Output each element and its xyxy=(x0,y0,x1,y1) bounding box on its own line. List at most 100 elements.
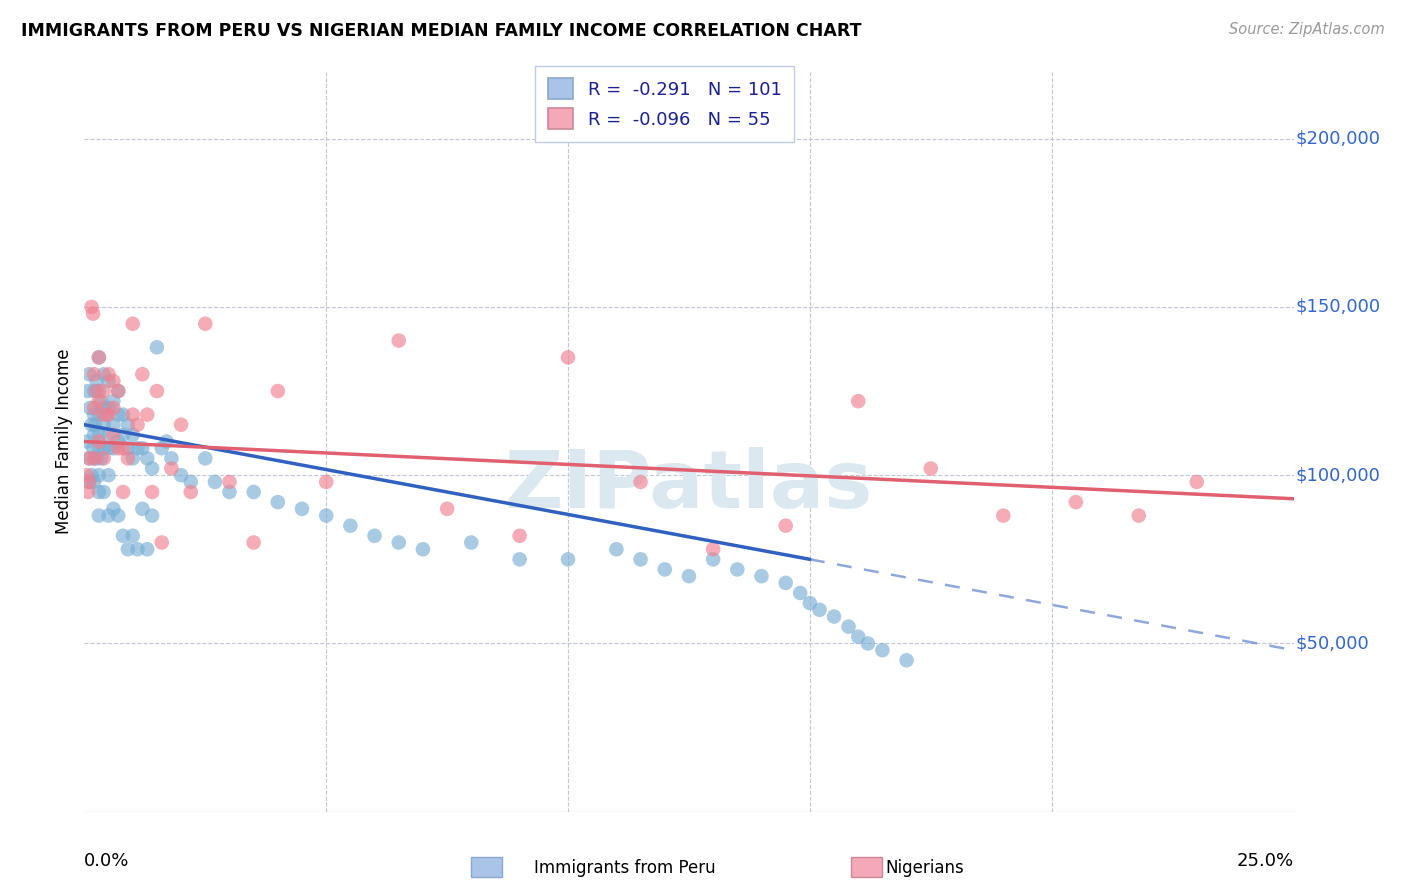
Point xyxy=(97,374,120,388)
Point xyxy=(725,562,748,576)
Point xyxy=(93,417,115,432)
Point xyxy=(808,603,831,617)
Point xyxy=(339,518,361,533)
Point xyxy=(87,351,110,365)
Point xyxy=(872,643,894,657)
Point xyxy=(131,442,153,456)
Point xyxy=(170,417,193,432)
Point xyxy=(702,542,724,557)
Point xyxy=(242,485,264,500)
Point xyxy=(103,417,125,432)
Point xyxy=(605,542,627,557)
Point xyxy=(160,451,183,466)
Point xyxy=(112,427,135,442)
Point xyxy=(121,408,143,422)
Point xyxy=(93,401,115,415)
Point xyxy=(87,485,110,500)
Point xyxy=(97,442,120,456)
Point xyxy=(87,384,110,398)
Point xyxy=(83,401,105,415)
Point xyxy=(82,442,104,456)
Point xyxy=(678,569,700,583)
Point xyxy=(509,529,531,543)
Point xyxy=(93,408,115,422)
Point xyxy=(150,535,173,549)
Point xyxy=(150,442,173,456)
Text: $100,000: $100,000 xyxy=(1296,467,1381,484)
Point xyxy=(218,485,240,500)
Point xyxy=(84,417,107,432)
Text: ZIPatlas: ZIPatlas xyxy=(505,447,873,525)
Point xyxy=(751,569,773,583)
Point xyxy=(83,451,105,466)
Point xyxy=(97,468,120,483)
Point xyxy=(775,575,797,590)
Point xyxy=(136,408,159,422)
Point xyxy=(80,300,103,314)
Point xyxy=(291,501,314,516)
Point xyxy=(136,542,159,557)
Point xyxy=(896,653,918,667)
Point xyxy=(170,468,193,483)
Point xyxy=(93,384,115,398)
Point xyxy=(141,508,163,523)
Point xyxy=(97,401,120,415)
Point xyxy=(87,408,110,422)
Point xyxy=(107,434,129,449)
Point xyxy=(180,485,202,500)
Point xyxy=(94,408,117,422)
Point xyxy=(107,384,129,398)
Point xyxy=(77,475,100,489)
Point xyxy=(204,475,226,489)
Point xyxy=(83,384,105,398)
Point xyxy=(194,317,217,331)
Point xyxy=(363,529,385,543)
Point xyxy=(127,417,149,432)
Text: 0.0%: 0.0% xyxy=(84,853,129,871)
Legend: R =  -0.291   N = 101, R =  -0.096   N = 55: R = -0.291 N = 101, R = -0.096 N = 55 xyxy=(536,66,794,142)
Point xyxy=(86,451,108,466)
Point xyxy=(107,508,129,523)
Point xyxy=(460,535,482,549)
Point xyxy=(107,442,129,456)
Point xyxy=(412,542,434,557)
Point xyxy=(103,401,125,415)
Point xyxy=(112,442,135,456)
Point xyxy=(799,596,821,610)
Point xyxy=(87,394,110,409)
Point xyxy=(87,434,110,449)
Point xyxy=(87,427,110,442)
Point xyxy=(87,351,110,365)
Point xyxy=(97,408,120,422)
Point xyxy=(654,562,676,576)
Point xyxy=(93,368,115,382)
Point xyxy=(141,461,163,475)
Point xyxy=(83,451,105,466)
Text: Nigerians: Nigerians xyxy=(886,859,965,877)
Point xyxy=(87,508,110,523)
Point xyxy=(856,636,879,650)
Point xyxy=(993,508,1015,523)
Point xyxy=(80,417,103,432)
Point xyxy=(103,442,125,456)
Point xyxy=(218,475,240,489)
Point xyxy=(509,552,531,566)
Point xyxy=(846,630,869,644)
Point xyxy=(76,434,98,449)
Point xyxy=(79,401,101,415)
Point xyxy=(82,307,104,321)
Point xyxy=(121,317,143,331)
Point xyxy=(131,368,153,382)
Point xyxy=(103,427,125,442)
Point xyxy=(107,408,129,422)
Point xyxy=(112,408,135,422)
Text: $200,000: $200,000 xyxy=(1296,129,1381,148)
Point xyxy=(180,475,202,489)
Point xyxy=(121,451,143,466)
Point xyxy=(146,340,169,354)
Point xyxy=(1064,495,1087,509)
Point xyxy=(112,529,135,543)
Point xyxy=(86,374,108,388)
Text: IMMIGRANTS FROM PERU VS NIGERIAN MEDIAN FAMILY INCOME CORRELATION CHART: IMMIGRANTS FROM PERU VS NIGERIAN MEDIAN … xyxy=(21,22,862,40)
Point xyxy=(388,535,411,549)
